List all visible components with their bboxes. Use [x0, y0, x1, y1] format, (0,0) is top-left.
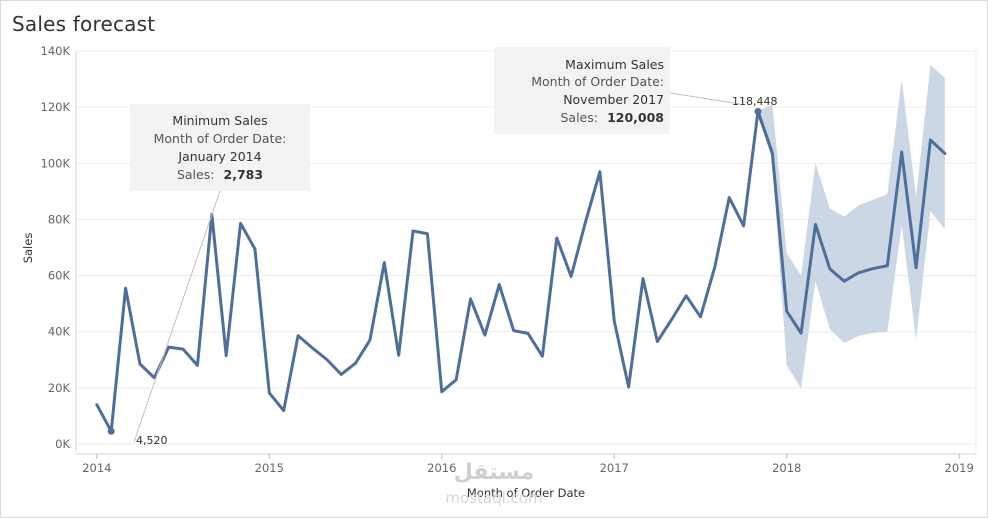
min-tooltip-heading: Minimum Sales [172, 113, 267, 128]
min-tooltip-box [130, 104, 310, 191]
min-tooltip-date: January 2014 [177, 149, 261, 164]
min-highlight-point [107, 427, 115, 435]
watermark-arabic: مستقل [454, 460, 534, 485]
min-tooltip-field: Month of Order Date: [154, 131, 287, 146]
forecast-series-line [756, 109, 947, 335]
min-point-label: 4,520 [136, 434, 168, 447]
max-sales-label: Sales: [560, 110, 597, 125]
min-sales-value: 2,783 [224, 167, 264, 182]
max-tooltip-date: November 2017 [563, 92, 664, 107]
max-leader-line [663, 91, 741, 105]
y-tick-label: 60K [48, 269, 71, 283]
x-tick-label: 2016 [427, 461, 456, 475]
x-tick-label: 2018 [772, 461, 801, 475]
actual-sales-line [95, 109, 774, 433]
y-tick-label: 20K [48, 381, 71, 395]
min-sales-label: Sales: [177, 167, 214, 182]
chart-title: Sales forecast [12, 12, 156, 36]
x-axis-title: Month of Order Date [467, 486, 585, 500]
min-tooltip-sales: Sales: 2,783 [177, 164, 263, 183]
axes-layer: 0K 20K 40K 60K 80K 100K 120K 140K 2014 2015 2016 20… [41, 44, 976, 475]
series-line-layer [95, 107, 947, 435]
max-tooltip-field: Month of Order Date: [531, 74, 664, 89]
x-tick-label: 2015 [255, 461, 284, 475]
max-highlight-point [754, 107, 762, 115]
y-tick-label: 80K [48, 212, 71, 226]
max-point-label: 118,448 [732, 95, 778, 108]
max-tooltip-heading: Maximum Sales [565, 57, 664, 72]
forecast-confidence-band [757, 65, 945, 389]
y-tick-label: 100K [41, 156, 71, 170]
forecast-band-layer [757, 65, 945, 389]
y-tick-label: 120K [41, 100, 71, 114]
max-tooltip-sales: Sales: 120,008 [560, 107, 664, 126]
y-axis-title: Sales [21, 233, 35, 264]
x-tick-label: 2019 [945, 461, 974, 475]
x-tick-label: 2017 [600, 461, 629, 475]
watermark-latin: mostaql.com [445, 489, 542, 507]
y-tick-label: 140K [41, 44, 71, 58]
y-tick-label: 0K [55, 437, 70, 451]
x-tick-label: 2014 [82, 461, 111, 475]
min-leader-line [133, 190, 221, 443]
max-sales-value: 120,008 [607, 110, 664, 125]
max-tooltip-box [494, 47, 670, 134]
y-tick-label: 40K [48, 325, 71, 339]
